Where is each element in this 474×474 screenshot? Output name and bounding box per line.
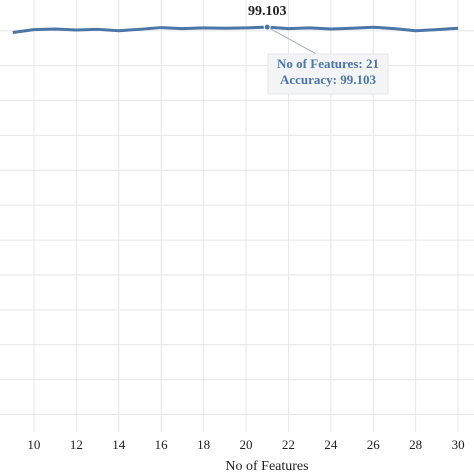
x-tick-label: 28 [409,437,422,452]
tooltip-leader [266,26,321,57]
x-tick-label: 10 [27,437,40,452]
x-tick-label: 26 [367,437,381,452]
x-tick-label: 30 [452,437,465,452]
grid [0,0,474,432]
tooltip-text: No of Features: 21 [277,56,379,71]
highlight-point [263,23,271,31]
tooltip-text: Accuracy: 99.103 [280,72,377,87]
x-tick-label: 16 [155,437,169,452]
x-axis-label: No of Features [225,459,308,474]
line-series [12,25,459,34]
x-tick-label: 22 [282,437,295,452]
tooltip-box [267,53,389,95]
x-tick-label: 12 [70,437,83,452]
data-label: 99.103 [248,4,287,19]
x-tick-label: 18 [197,437,210,452]
x-tick-label: 24 [324,437,338,452]
x-tick-label: 20 [240,437,253,452]
x-tick-label: 14 [112,437,126,452]
